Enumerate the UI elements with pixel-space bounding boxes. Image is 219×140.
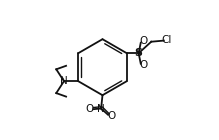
Text: N: N: [97, 103, 105, 114]
Text: Cl: Cl: [162, 35, 172, 45]
Text: S: S: [135, 48, 143, 58]
Text: O: O: [140, 36, 148, 46]
Text: O: O: [86, 104, 94, 114]
Text: O: O: [140, 60, 148, 70]
Text: O: O: [107, 111, 115, 121]
Text: N: N: [60, 76, 68, 86]
